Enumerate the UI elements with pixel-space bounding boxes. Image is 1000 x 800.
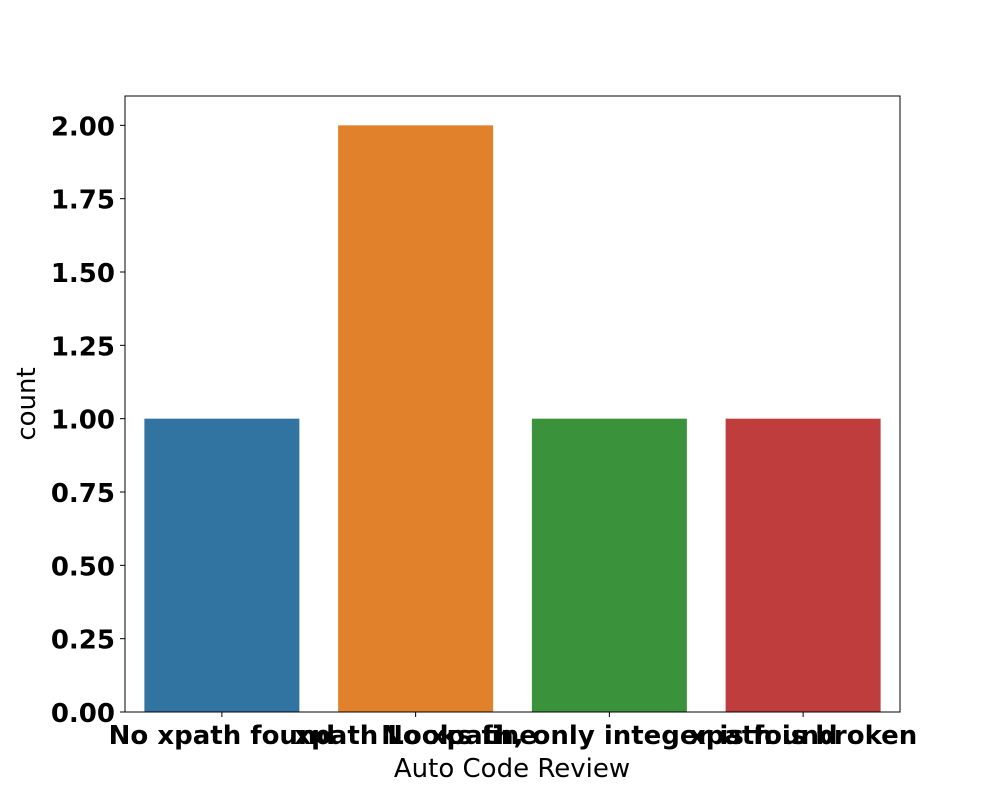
y-tick-label: 1.75 xyxy=(51,186,115,216)
x-tick-label: No xpath found xyxy=(109,721,335,751)
bar-3 xyxy=(725,418,881,712)
x-tick-label: No xpath, only integer is found xyxy=(381,721,838,751)
x-tick-label: xpath Looks fine xyxy=(294,721,536,751)
y-tick-label: 2.00 xyxy=(51,112,115,142)
x-axis-label: Auto Code Review xyxy=(394,754,630,784)
y-tick-label: 1.50 xyxy=(51,259,115,289)
bar-2 xyxy=(531,418,687,712)
y-tick-label: 0.50 xyxy=(51,552,115,582)
bar-0 xyxy=(144,418,300,712)
y-tick-label: 0.00 xyxy=(51,699,115,729)
x-tick-label: xpath is broken xyxy=(689,721,917,751)
y-tick-label: 1.00 xyxy=(51,406,115,436)
y-axis-label: count xyxy=(12,367,42,440)
y-tick-label: 0.25 xyxy=(51,626,115,656)
plot-area-frame xyxy=(124,95,901,713)
y-tick-label: 1.25 xyxy=(51,332,115,362)
y-tick-label: 0.75 xyxy=(51,479,115,509)
y-axis: 0.00 0.25 0.50 0.75 1.00 1.25 1.50 1.75 2.00 xyxy=(51,112,125,729)
bar-1 xyxy=(338,125,494,713)
bars-group xyxy=(144,125,881,713)
